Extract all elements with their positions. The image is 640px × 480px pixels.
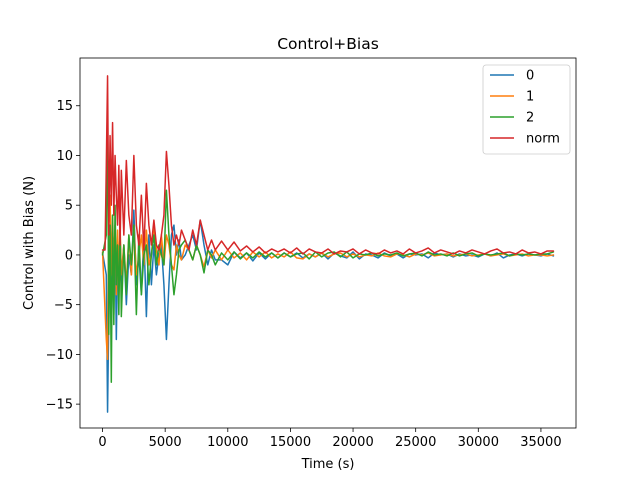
x-tick-label: 35000: [520, 435, 561, 450]
x-tick-label: 5000: [149, 435, 182, 450]
x-tick-label: 15000: [270, 435, 311, 450]
legend-entries: 0 1 2 norm: [490, 69, 560, 147]
x-axis: 0 5000 10000 15000 20000 25000 30000 35000: [98, 428, 562, 450]
axes-frame: [79, 57, 577, 429]
plot-area: [79, 57, 577, 429]
y-axis-label: Control with Bias (N): [22, 176, 37, 310]
y-tick-label: 5: [65, 199, 73, 214]
x-tick-label: 30000: [458, 435, 499, 450]
x-tick-label: 10000: [207, 435, 248, 450]
y-tick-label: −15: [46, 398, 73, 413]
y-tick-label: −5: [54, 298, 73, 313]
y-tick-label: 15: [56, 99, 73, 114]
series-layer: [101, 75, 555, 413]
y-tick-label: −10: [46, 348, 73, 363]
series-line-2: [101, 104, 555, 383]
series-line-norm: [101, 75, 555, 255]
legend-frame: [482, 64, 571, 155]
x-tick-label: 0: [98, 435, 106, 450]
chart-title: Control+Bias: [277, 35, 379, 53]
legend-label: norm: [526, 132, 560, 147]
y-axis: −15 −10 −5 0 5 10 15: [46, 99, 80, 413]
y-tick-label: 10: [56, 149, 73, 164]
x-tick-label: 20000: [332, 435, 373, 450]
legend-label: 1: [526, 90, 534, 105]
y-tick-label: 0: [65, 248, 73, 263]
legend-label: 0: [526, 69, 534, 84]
legend-label: 2: [526, 111, 534, 126]
x-tick-label: 25000: [395, 435, 436, 450]
x-axis-label: Time (s): [301, 457, 355, 472]
legend: 0 1 2 norm: [482, 64, 571, 155]
